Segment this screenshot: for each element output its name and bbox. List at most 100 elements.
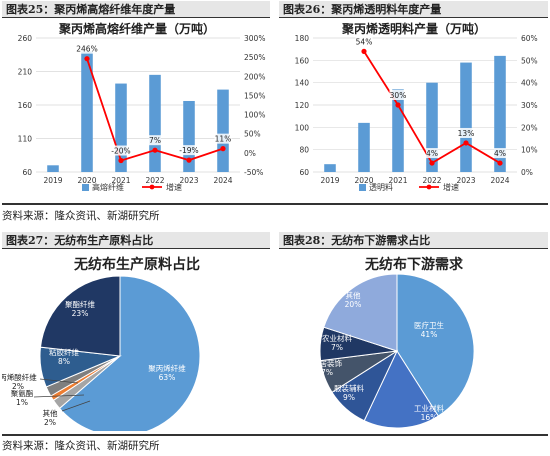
legend-label: 增速	[166, 182, 182, 192]
slice-label: 家居装饰	[312, 358, 342, 368]
data-label-bg	[457, 127, 475, 138]
slice-label: 工业材料	[414, 403, 444, 413]
slice-label: 服装辅料	[334, 383, 364, 393]
data-label-bg	[214, 133, 232, 144]
data-label: 30%	[390, 91, 407, 100]
data-label-bg	[426, 148, 438, 159]
pie-slice	[39, 275, 121, 357]
data-label: 4%	[426, 149, 438, 158]
slice-value: 16%	[421, 413, 438, 422]
data-label-bg	[76, 43, 98, 54]
slice-label: 医疗卫生	[414, 320, 444, 330]
y2-tick-label: 60%	[521, 34, 538, 43]
legend-marker	[149, 184, 155, 190]
slice-value: 9%	[343, 393, 355, 402]
chart-title: 无纺布下游需求	[364, 256, 464, 273]
bar	[183, 100, 195, 172]
source-rule-top	[2, 203, 548, 205]
y2-tick-label: 100%	[244, 111, 265, 120]
y2-tick-label: 0%	[521, 168, 533, 177]
slice-value: 23%	[72, 309, 89, 318]
y2-tick-label: -50%	[244, 168, 263, 177]
y-tick-label: 210	[18, 68, 33, 77]
data-label-bg	[389, 90, 407, 100]
chart-28: 无纺布下游需求医疗卫生41%工业材料16%服装辅料9%家居装饰7%农业材料7%其…	[312, 256, 475, 429]
chart-28-panel: 无纺布下游需求 医疗卫生 41% 工业材料 16% 服装辅料 9% 家居装饰 7% 农业材料 7% 其…	[279, 251, 549, 431]
bar	[392, 89, 404, 172]
y-tick-label: 120	[295, 101, 310, 110]
slice-label: 粘胶纤维	[49, 347, 79, 357]
bar	[494, 55, 506, 172]
slice-label: 农业材料	[322, 333, 352, 343]
x-tick-label: 2024	[490, 176, 509, 185]
growth-point	[152, 147, 158, 153]
chart-title: 聚丙烯高熔纤维产量（万吨）	[58, 21, 215, 36]
y-tick-label: 60	[22, 168, 32, 177]
leader-line	[61, 400, 91, 412]
chart-25-panel: 聚丙烯高熔纤维产量（万吨） 60 110 160 210 260 -50% 0% 50% 100%…	[2, 20, 272, 200]
chart-27: 无纺布生产原料占比聚丙烯纤维63%其他2%聚氨酯1%丙烯酸纤维2%粘胶纤维8%聚…	[2, 256, 201, 431]
y2-tick-label: 300%	[244, 34, 265, 43]
slice-value: 63%	[159, 373, 176, 382]
slice-value: 2%	[44, 418, 56, 427]
y-tick-label: 100	[295, 123, 310, 132]
data-label: 13%	[458, 129, 475, 138]
chart-26-panel: 聚丙烯透明料产量（万吨） 60 80 100 120 140 160 180 0% 10% 20% 3…	[279, 20, 549, 200]
chart-27-panel: 无纺布生产原料占比 聚丙烯纤维 63% 其他 2% 聚氨酯 1% 丙烯酸纤维 2% 粘胶纤维 8% 聚…	[2, 251, 272, 431]
data-label-bg	[110, 145, 132, 156]
data-label: 4%	[494, 149, 506, 158]
x-tick-label: 2021	[111, 176, 130, 185]
y2-tick-label: 20%	[521, 123, 538, 132]
slice-value: 2%	[12, 382, 24, 391]
bar	[81, 51, 93, 172]
leader-line	[39, 378, 79, 384]
legend-swatch-bar	[82, 184, 89, 191]
figure-28-caption: 图表28：无纺布下游需求占比	[279, 232, 548, 249]
pie-slice	[323, 273, 398, 352]
x-tick-label: 2022	[145, 176, 164, 185]
x-tick-label: 2019	[43, 176, 62, 185]
bar	[115, 83, 127, 172]
data-label: -20%	[111, 147, 130, 156]
bar	[426, 82, 438, 172]
figure-27-caption: 图表27：无纺布生产原料占比	[2, 232, 270, 249]
slice-value: 20%	[345, 300, 362, 309]
slice-value: 41%	[421, 330, 438, 339]
bar	[324, 164, 336, 172]
data-label-bg	[494, 148, 506, 159]
growth-point	[395, 102, 401, 108]
x-tick-label: 2023	[456, 176, 475, 185]
legend-label: 高熔纤维	[92, 182, 124, 192]
growth-point	[118, 157, 124, 164]
y-tick-label: 160	[18, 101, 33, 110]
x-tick-label: 2021	[388, 176, 407, 185]
growth-point	[186, 157, 192, 163]
growth-point	[220, 146, 226, 152]
y-tick-label: 60	[299, 168, 309, 177]
pie-slice	[363, 349, 439, 429]
leader-line	[33, 394, 85, 398]
slice-label: 丙烯酸纤维	[2, 372, 37, 382]
slice-value: 7%	[321, 368, 333, 377]
slice-label: 聚丙烯纤维	[148, 363, 186, 373]
y2-tick-label: 200%	[244, 72, 265, 81]
slice-label: 其他	[346, 290, 361, 300]
growth-point	[497, 160, 503, 166]
figure-26-caption: 图表26：聚丙烯透明料年度产量	[279, 1, 548, 18]
slice-label: 聚酯纤维	[65, 299, 95, 309]
y-tick-label: 110	[18, 135, 33, 144]
x-tick-label: 2024	[213, 176, 232, 185]
y2-tick-label: 30%	[521, 101, 538, 110]
data-label: 11%	[215, 135, 232, 144]
x-tick-label: 2023	[179, 176, 198, 185]
bar	[47, 165, 59, 172]
bar	[358, 122, 370, 172]
y-tick-label: 180	[295, 34, 310, 43]
y2-tick-label: 0%	[244, 149, 256, 158]
data-label-bg	[178, 145, 200, 156]
growth-point	[361, 48, 367, 54]
growth-point	[84, 56, 90, 62]
y2-tick-label: 150%	[244, 91, 265, 100]
slice-value: 8%	[58, 357, 70, 366]
data-label: -19%	[179, 146, 198, 155]
